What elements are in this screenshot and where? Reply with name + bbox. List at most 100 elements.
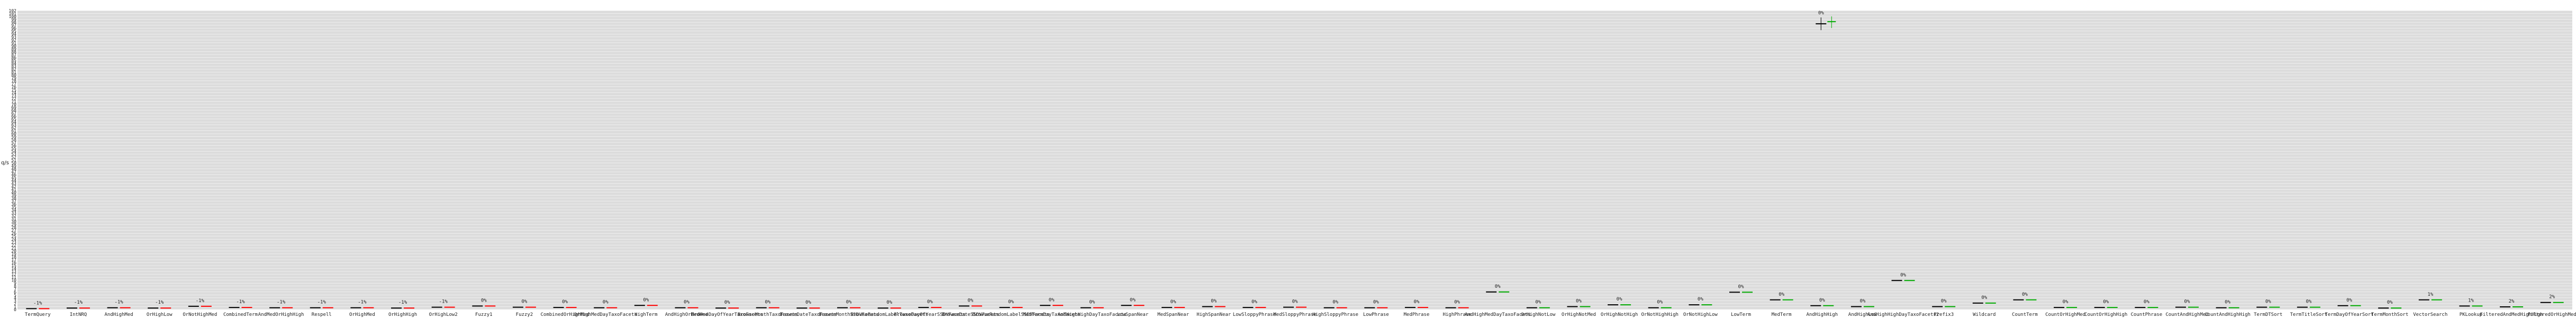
x-axis-ticks: TermQuery IntNRQ AndHighMed OrHighLow OrNotH… [25, 312, 2576, 317]
x-tick-label: TermMonthSort [2371, 312, 2408, 317]
y-tick-label: 100 [9, 14, 17, 19]
y-tick-label: 29 [11, 223, 16, 227]
y-tick-label: 41 [11, 187, 16, 192]
data-label: 0% [1981, 295, 1987, 301]
y-tick-label: 95 [11, 29, 16, 34]
data-label: 0% [1698, 297, 1703, 302]
x-tick-label: FilteredAndMedHighHigh [2480, 312, 2543, 317]
data-label: 0% [1049, 297, 1055, 303]
y-tick-label: 72 [11, 96, 16, 101]
y-tick-label: 21 [11, 246, 16, 251]
y-tick-label: 43 [11, 181, 16, 186]
x-tick-label: BrowseRandomLabelSSDVFacets [972, 312, 1049, 317]
x-tick-label: Respell [312, 312, 332, 317]
y-tick-label: 31 [11, 217, 16, 222]
data-label: 1% [2427, 292, 2433, 297]
y-tick-label: 20 [11, 249, 16, 253]
y-tick-label: 54 [11, 149, 16, 154]
y-tick-label: 6 [14, 290, 16, 295]
y-tick-label: 59 [11, 135, 16, 139]
y-tick-label: 64 [11, 120, 16, 125]
y-tick-label: 53 [11, 152, 16, 157]
data-label: 0% [1130, 297, 1136, 303]
y-tick-label: 7 [14, 287, 16, 292]
y-tick-label: 57 [11, 140, 16, 145]
x-tick-label: LowPhrase [1363, 312, 1389, 317]
data-label: -1% [196, 298, 205, 304]
y-tick-label: 33 [11, 211, 16, 216]
data-label: 0% [1373, 300, 1379, 305]
data-label: 0% [1171, 299, 1176, 305]
y-tick-label: 50 [11, 161, 16, 166]
y-tick-label: 84 [11, 61, 16, 66]
y-tick-label: 51 [11, 158, 16, 163]
data-label: 0% [1454, 300, 1460, 305]
y-tick-label: 35 [11, 205, 16, 209]
x-tick-label: CountOrHighHigh [2084, 312, 2127, 317]
data-label: -1% [114, 300, 123, 305]
y-axis-ticks: 0123456789101112131415161718192021222324… [9, 8, 17, 312]
x-tick-label: LowTerm [1731, 312, 1751, 317]
data-label: 0% [1779, 292, 1784, 297]
data-label: 0% [1495, 284, 1501, 289]
data-label: 0% [2387, 300, 2393, 305]
y-tick-label: 62 [11, 126, 16, 130]
data-label: -1% [358, 300, 367, 305]
y-tick-label: 40 [11, 190, 16, 195]
x-tick-label: CombinedTerm [223, 312, 258, 317]
data-label: 0% [1089, 300, 1095, 305]
data-label: 0% [562, 299, 568, 305]
data-label: 0% [1008, 299, 1014, 305]
y-tick-label: 78 [11, 79, 16, 84]
y-tick-label: 11 [11, 275, 16, 280]
y-tick-label: 44 [11, 179, 16, 183]
y-tick-label: 79 [11, 76, 16, 81]
y-tick-label: 9 [14, 281, 16, 286]
y-tick-label: 5 [14, 293, 16, 297]
y-tick-label: 73 [11, 93, 16, 98]
data-label: 0% [886, 300, 892, 305]
bars: -1% -1% -1% -1% -1% -1% -1% -1% -1% -1% -1% 0% 0% 0% 0… [26, 11, 2564, 310]
data-label: -1% [398, 300, 407, 305]
y-tick-label: 101 [9, 12, 17, 16]
x-tick-label: HighSpanNear [1196, 312, 1231, 317]
y-tick-label: 74 [11, 91, 16, 95]
y-tick-label: 15 [11, 263, 16, 268]
data-label: 0% [481, 298, 487, 303]
y-tick-label: 8 [14, 284, 16, 289]
y-tick-label: 38 [11, 196, 16, 201]
x-tick-label: OrNotHighHigh [1641, 312, 1678, 317]
x-tick-label: HighTerm [634, 312, 657, 317]
y-tick-label: 47 [11, 170, 16, 174]
x-tick-label: LowSpanNear [1117, 312, 1149, 317]
x-tick-label: OrHighLow2 [429, 312, 458, 317]
x-tick-label: AndHighLow [1848, 312, 1877, 317]
data-label: 0% [1292, 299, 1298, 305]
y-tick-label: 71 [11, 99, 16, 104]
data-label: -1% [155, 300, 164, 305]
data-label: 0% [2184, 299, 2190, 305]
y-tick-label: 88 [11, 49, 16, 54]
y-tick-label: 92 [11, 38, 16, 42]
x-tick-label: BrowseDateSSDVFacets [942, 312, 999, 317]
data-label: -1% [318, 300, 326, 305]
x-tick-label: MedSloppyPhrase [1273, 312, 1316, 317]
data-label: 0% [805, 300, 811, 305]
data-label: -1% [277, 300, 286, 305]
y-tick-label: 39 [11, 193, 16, 198]
x-tick-label: VectorSearch [2413, 312, 2447, 317]
x-tick-label: AndHighHigh [1806, 312, 1838, 317]
y-tick-label: 99 [11, 17, 16, 22]
y-tick-label: 91 [11, 41, 16, 46]
y-tick-label: 89 [11, 47, 16, 51]
y-tick-label: 16 [11, 261, 16, 266]
y-tick-label: 80 [11, 73, 16, 78]
x-tick-label: MedPhrase [1404, 312, 1430, 317]
data-label: 0% [2225, 300, 2230, 305]
x-tick-label: LowSloppyPhrase [1233, 312, 1276, 317]
y-tick-label: 96 [11, 26, 16, 31]
y-tick-label: 3 [14, 298, 16, 303]
y-tick-label: 48 [11, 167, 16, 172]
x-tick-label: MedSpanNear [1157, 312, 1189, 317]
data-label: 0% [643, 297, 649, 303]
